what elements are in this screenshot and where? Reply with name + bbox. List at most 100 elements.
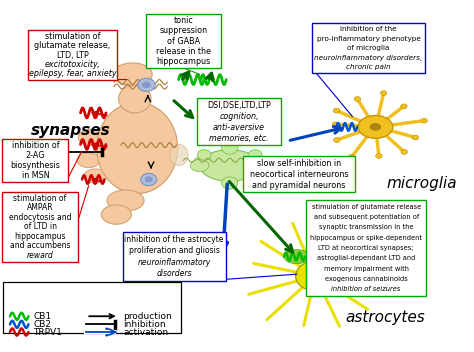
Text: astroglial-dependant LTD and: astroglial-dependant LTD and bbox=[317, 255, 415, 261]
FancyBboxPatch shape bbox=[312, 23, 425, 73]
Ellipse shape bbox=[421, 118, 428, 123]
Text: and pyramidal neurons: and pyramidal neurons bbox=[252, 181, 346, 190]
Ellipse shape bbox=[113, 63, 152, 86]
Ellipse shape bbox=[222, 177, 238, 189]
Ellipse shape bbox=[401, 104, 407, 109]
Text: pro-inflammatory phenotype: pro-inflammatory phenotype bbox=[317, 36, 420, 42]
Text: memories, etc.: memories, etc. bbox=[209, 134, 269, 143]
Ellipse shape bbox=[376, 153, 382, 158]
Text: glutamate release,: glutamate release, bbox=[34, 41, 110, 50]
Ellipse shape bbox=[401, 150, 408, 154]
Text: activation: activation bbox=[123, 327, 168, 337]
Text: DSI,DSE,LTD,LTP: DSI,DSE,LTD,LTP bbox=[207, 101, 271, 110]
Text: neuroinflammatory disorders,: neuroinflammatory disorders, bbox=[314, 55, 422, 61]
Text: endocytosis and: endocytosis and bbox=[9, 213, 71, 222]
Text: cognition,: cognition, bbox=[219, 112, 259, 121]
Text: chronic pain: chronic pain bbox=[346, 64, 391, 70]
Ellipse shape bbox=[78, 130, 104, 145]
Text: anti-aversive: anti-aversive bbox=[213, 122, 265, 132]
Text: synapses: synapses bbox=[31, 123, 110, 138]
Ellipse shape bbox=[191, 159, 209, 172]
FancyBboxPatch shape bbox=[3, 282, 181, 333]
Ellipse shape bbox=[251, 159, 269, 172]
Text: hippocampus: hippocampus bbox=[156, 57, 210, 66]
Text: inhibition of the: inhibition of the bbox=[340, 26, 397, 32]
Text: stimulation of glutamate release: stimulation of glutamate release bbox=[311, 203, 421, 209]
Text: inhibition of seizures: inhibition of seizures bbox=[331, 286, 401, 292]
Text: suppression: suppression bbox=[159, 26, 208, 35]
Text: AMPAR: AMPAR bbox=[27, 203, 54, 212]
Text: inhibition: inhibition bbox=[123, 320, 166, 329]
Ellipse shape bbox=[97, 102, 178, 194]
Text: epilepsy, fear, anxiety: epilepsy, fear, anxiety bbox=[28, 69, 116, 78]
Ellipse shape bbox=[358, 115, 393, 138]
Text: inhibition of the astrocyte: inhibition of the astrocyte bbox=[125, 235, 224, 244]
Text: of GABA: of GABA bbox=[167, 37, 200, 45]
Text: biosynthesis: biosynthesis bbox=[10, 161, 60, 170]
Ellipse shape bbox=[141, 174, 157, 186]
Ellipse shape bbox=[142, 82, 151, 88]
Text: excitotoxicity,: excitotoxicity, bbox=[45, 60, 100, 69]
FancyBboxPatch shape bbox=[307, 200, 426, 296]
Ellipse shape bbox=[284, 250, 310, 264]
FancyBboxPatch shape bbox=[123, 232, 226, 281]
FancyBboxPatch shape bbox=[28, 30, 117, 80]
Ellipse shape bbox=[77, 153, 100, 168]
Ellipse shape bbox=[197, 150, 211, 160]
Text: memory impairment with: memory impairment with bbox=[324, 265, 409, 271]
Ellipse shape bbox=[334, 138, 340, 143]
Ellipse shape bbox=[248, 150, 262, 160]
Ellipse shape bbox=[354, 96, 361, 101]
Ellipse shape bbox=[348, 154, 355, 159]
Text: reward: reward bbox=[27, 251, 54, 260]
Text: LTD at neocortical synapses;: LTD at neocortical synapses; bbox=[319, 245, 414, 251]
Text: stimulation of: stimulation of bbox=[13, 194, 67, 203]
Text: production: production bbox=[123, 312, 172, 321]
Text: and accumbens: and accumbens bbox=[10, 241, 70, 250]
Ellipse shape bbox=[84, 169, 107, 183]
Text: tonic: tonic bbox=[173, 16, 193, 25]
FancyBboxPatch shape bbox=[2, 139, 68, 182]
Text: CB2: CB2 bbox=[33, 320, 51, 329]
Text: release in the: release in the bbox=[156, 47, 211, 56]
FancyBboxPatch shape bbox=[197, 98, 281, 145]
Ellipse shape bbox=[222, 142, 238, 154]
Text: proliferation and gliosis: proliferation and gliosis bbox=[129, 246, 219, 256]
Text: neocortical interneurons: neocortical interneurons bbox=[250, 170, 348, 179]
FancyBboxPatch shape bbox=[146, 14, 221, 68]
Ellipse shape bbox=[137, 78, 155, 92]
FancyBboxPatch shape bbox=[2, 192, 78, 262]
Text: of microglia: of microglia bbox=[347, 45, 390, 51]
Text: TRPV1: TRPV1 bbox=[33, 327, 62, 337]
Ellipse shape bbox=[296, 261, 335, 291]
Text: disorders: disorders bbox=[156, 269, 192, 278]
Ellipse shape bbox=[412, 135, 419, 140]
Text: stimulation of: stimulation of bbox=[45, 32, 100, 40]
Text: inhibition of: inhibition of bbox=[11, 140, 59, 150]
Text: neuroinflammatory: neuroinflammatory bbox=[137, 258, 211, 267]
Text: exogenous cannabinoids: exogenous cannabinoids bbox=[325, 276, 408, 282]
Ellipse shape bbox=[333, 108, 340, 113]
Text: synaptic transmission in the: synaptic transmission in the bbox=[319, 224, 413, 230]
Ellipse shape bbox=[170, 144, 188, 165]
Text: slow self-inhibition in: slow self-inhibition in bbox=[257, 159, 341, 168]
Ellipse shape bbox=[200, 150, 260, 181]
Text: hippocampus or spike-dependent: hippocampus or spike-dependent bbox=[310, 234, 422, 240]
FancyBboxPatch shape bbox=[243, 156, 356, 192]
Text: hippocampus: hippocampus bbox=[14, 232, 66, 241]
Ellipse shape bbox=[370, 123, 381, 131]
Text: and subsequent potentiation of: and subsequent potentiation of bbox=[313, 214, 419, 220]
Text: in MSN: in MSN bbox=[22, 171, 49, 180]
Ellipse shape bbox=[101, 205, 131, 224]
Ellipse shape bbox=[145, 176, 153, 183]
Text: CB1: CB1 bbox=[33, 312, 51, 321]
Text: 2-AG: 2-AG bbox=[26, 151, 45, 160]
Text: LTD, LTP: LTD, LTP bbox=[56, 51, 88, 59]
Ellipse shape bbox=[380, 90, 387, 95]
Ellipse shape bbox=[118, 85, 151, 113]
Text: astrocytes: astrocytes bbox=[346, 310, 425, 326]
Text: of LTD in: of LTD in bbox=[24, 222, 56, 231]
Ellipse shape bbox=[107, 190, 144, 211]
Ellipse shape bbox=[332, 122, 338, 127]
Text: microglia: microglia bbox=[387, 176, 457, 190]
